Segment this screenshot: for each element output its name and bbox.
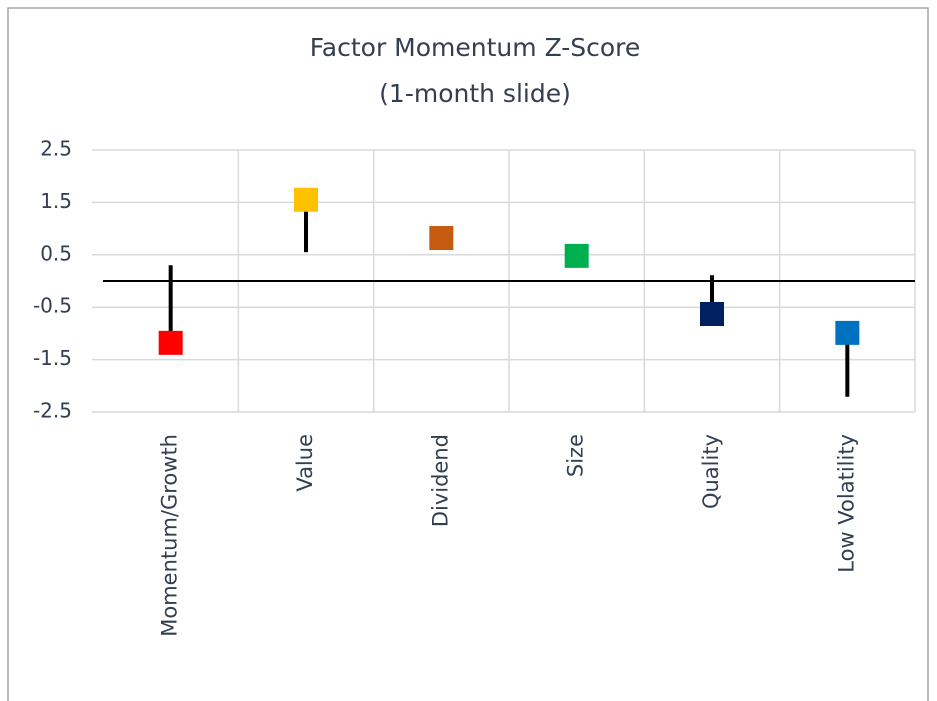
marker (294, 187, 318, 212)
x-tick-label: Value (293, 434, 317, 492)
y-tick-label: -1.5 (33, 346, 72, 370)
x-tick-label: Quality (699, 434, 723, 509)
marker (564, 243, 589, 268)
chart-subtitle: (1-month slide) (379, 79, 571, 108)
marker (158, 330, 183, 355)
marker (700, 302, 724, 327)
marker (835, 320, 860, 345)
x-tick-label: Low Volatility (834, 434, 858, 573)
y-tick-label: 2.5 (40, 137, 72, 161)
x-tick-label: Momentum/Growth (158, 434, 182, 637)
x-tick-label: Dividend (428, 434, 452, 527)
chart-title: Factor Momentum Z-Score (310, 33, 641, 62)
x-tick-label: Size (564, 434, 588, 477)
y-tick-label: -0.5 (33, 294, 72, 318)
marker (429, 226, 454, 251)
y-tick-label: 0.5 (40, 241, 72, 265)
y-tick-label: 1.5 (40, 189, 72, 213)
chart-frame (7, 7, 929, 701)
y-tick-label: -2.5 (33, 399, 72, 423)
